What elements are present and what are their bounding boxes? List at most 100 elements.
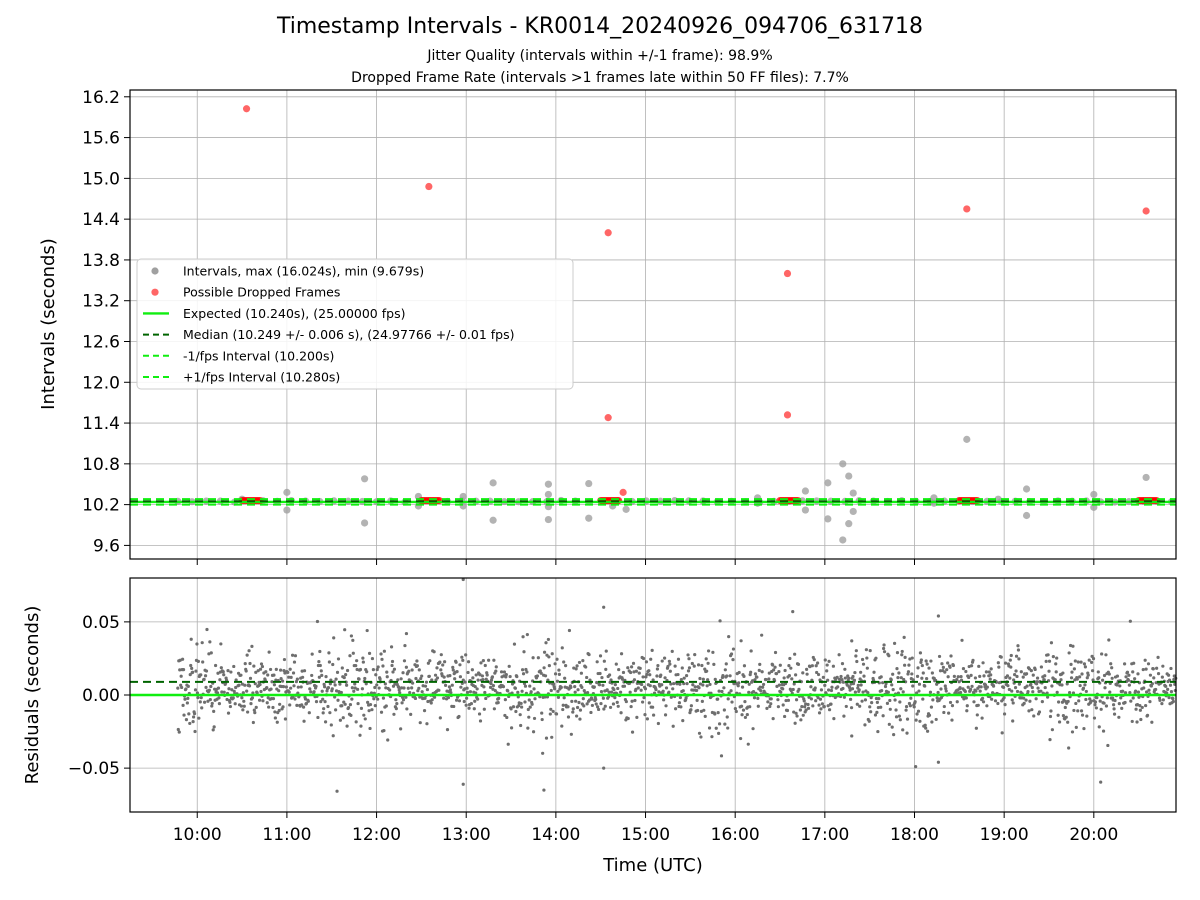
- residual-point: [468, 690, 473, 694]
- residual-point: [695, 708, 700, 713]
- residual-point: [1022, 701, 1026, 706]
- residual-point: [350, 686, 354, 690]
- residual-point: [458, 675, 463, 679]
- residual-point: [773, 665, 777, 669]
- residual-point: [602, 605, 606, 609]
- x-tick-label: 15:00: [621, 825, 670, 845]
- residual-point: [406, 686, 410, 690]
- residual-point: [731, 658, 735, 662]
- residual-point: [704, 657, 708, 661]
- residual-point: [556, 695, 561, 699]
- residual-point: [216, 671, 220, 675]
- residual-point: [605, 688, 609, 692]
- residual-point: [581, 659, 585, 663]
- residual-point: [426, 661, 430, 665]
- residual-point: [492, 707, 496, 711]
- residual-point: [726, 726, 730, 730]
- residual-point: [370, 656, 375, 661]
- residual-point: [626, 716, 630, 721]
- residual-point: [837, 653, 841, 657]
- residual-point: [566, 705, 570, 709]
- residual-point: [205, 627, 209, 632]
- residual-point: [1047, 659, 1052, 663]
- residual-point: [1043, 674, 1047, 678]
- residual-point: [1054, 670, 1058, 674]
- residual-point: [211, 728, 215, 732]
- residual-point: [403, 643, 407, 648]
- residual-point: [268, 667, 273, 672]
- residual-point: [910, 656, 914, 660]
- residual-point: [1037, 710, 1042, 714]
- residual-point: [514, 709, 518, 714]
- residual-point: [936, 690, 940, 695]
- residual-point: [730, 700, 734, 704]
- residual-point: [210, 701, 214, 706]
- residual-point: [376, 665, 380, 669]
- residual-point: [1072, 708, 1076, 713]
- residual-point: [547, 664, 551, 668]
- residual-point: [1002, 685, 1006, 690]
- residual-point: [375, 683, 379, 687]
- residual-point: [322, 707, 326, 711]
- residual-point: [619, 652, 624, 656]
- residual-point: [740, 713, 744, 717]
- residual-point: [931, 698, 935, 702]
- residual-point: [949, 654, 953, 658]
- residual-point: [713, 677, 717, 681]
- residual-point: [943, 670, 947, 674]
- residual-point: [251, 720, 255, 725]
- residual-point: [788, 656, 792, 661]
- residual-point: [840, 677, 844, 682]
- residual-point: [354, 663, 358, 668]
- residual-point: [595, 660, 599, 664]
- residual-point: [816, 672, 821, 677]
- residual-point: [346, 705, 351, 710]
- residual-point: [753, 678, 757, 682]
- residual-point: [1028, 699, 1032, 703]
- residual-point: [208, 640, 212, 644]
- residual-point: [860, 699, 864, 703]
- residual-point: [314, 700, 319, 704]
- residual-point: [542, 788, 546, 792]
- residual-point: [477, 712, 482, 716]
- residual-point: [717, 731, 721, 736]
- residual-point: [645, 672, 649, 677]
- residual-point: [529, 690, 533, 694]
- residual-point: [724, 662, 728, 666]
- residual-point: [825, 669, 829, 673]
- residual-point: [451, 665, 455, 670]
- residual-point: [774, 672, 779, 676]
- residual-point: [492, 658, 496, 662]
- residual-point: [700, 663, 704, 668]
- residual-point: [1144, 703, 1148, 708]
- y-tick-label: 10.2: [82, 496, 120, 516]
- residual-point: [185, 701, 189, 705]
- residual-point: [1150, 682, 1154, 686]
- residual-point: [941, 665, 945, 669]
- residual-point: [677, 701, 682, 705]
- residual-point: [413, 696, 418, 701]
- residual-point: [451, 668, 455, 672]
- residual-point: [1036, 686, 1040, 690]
- residual-point: [302, 719, 306, 723]
- residual-point: [178, 668, 182, 672]
- residual-point: [678, 682, 682, 686]
- residual-point: [528, 705, 532, 709]
- residual-point: [936, 614, 941, 618]
- residual-point: [341, 716, 345, 720]
- residual-point: [1068, 691, 1072, 695]
- residual-point: [1124, 675, 1128, 679]
- interval-point: [585, 514, 593, 522]
- residual-point: [447, 685, 452, 689]
- residual-point: [322, 682, 326, 686]
- residual-point: [1118, 684, 1122, 688]
- residual-point: [339, 690, 343, 695]
- residual-point: [478, 719, 483, 723]
- residual-point: [641, 675, 645, 679]
- residual-point: [344, 673, 348, 677]
- residual-point: [752, 696, 757, 700]
- residual-point: [767, 677, 771, 681]
- residual-point: [489, 678, 494, 682]
- residual-point: [1080, 672, 1084, 676]
- residual-point: [1003, 703, 1007, 707]
